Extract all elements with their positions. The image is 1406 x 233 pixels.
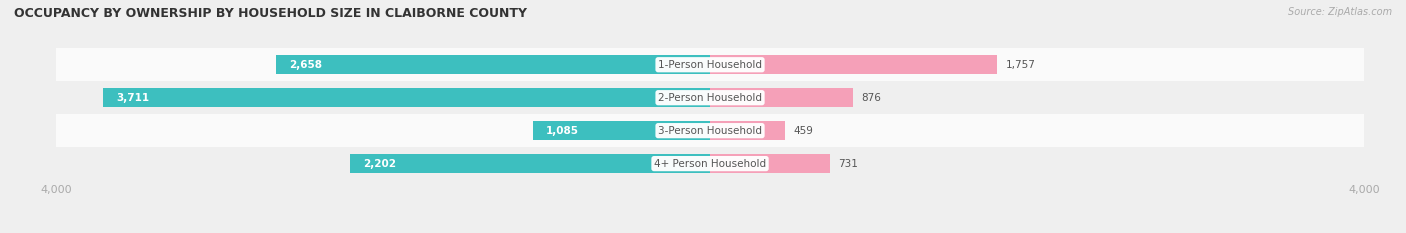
Text: 1-Person Household: 1-Person Household bbox=[658, 60, 762, 70]
Text: 3,711: 3,711 bbox=[117, 93, 149, 103]
Text: 459: 459 bbox=[793, 126, 813, 136]
Bar bbox=[104, 88, 710, 107]
Text: 4+ Person Household: 4+ Person Household bbox=[654, 159, 766, 169]
Bar bbox=[276, 55, 710, 74]
Bar bbox=[56, 81, 1364, 114]
Bar bbox=[710, 55, 997, 74]
Text: 2-Person Household: 2-Person Household bbox=[658, 93, 762, 103]
Text: 876: 876 bbox=[862, 93, 882, 103]
Text: OCCUPANCY BY OWNERSHIP BY HOUSEHOLD SIZE IN CLAIBORNE COUNTY: OCCUPANCY BY OWNERSHIP BY HOUSEHOLD SIZE… bbox=[14, 7, 527, 20]
Text: 3-Person Household: 3-Person Household bbox=[658, 126, 762, 136]
Bar bbox=[56, 147, 1364, 180]
Bar bbox=[710, 88, 853, 107]
Bar bbox=[56, 114, 1364, 147]
Text: 2,202: 2,202 bbox=[363, 159, 396, 169]
Text: Source: ZipAtlas.com: Source: ZipAtlas.com bbox=[1288, 7, 1392, 17]
Bar bbox=[350, 154, 710, 173]
Text: 2,658: 2,658 bbox=[288, 60, 322, 70]
Text: 1,757: 1,757 bbox=[1005, 60, 1035, 70]
Bar bbox=[56, 48, 1364, 81]
Text: 1,085: 1,085 bbox=[546, 126, 579, 136]
Bar bbox=[710, 154, 830, 173]
Bar bbox=[533, 121, 710, 140]
Bar bbox=[710, 121, 785, 140]
Text: 731: 731 bbox=[838, 159, 858, 169]
